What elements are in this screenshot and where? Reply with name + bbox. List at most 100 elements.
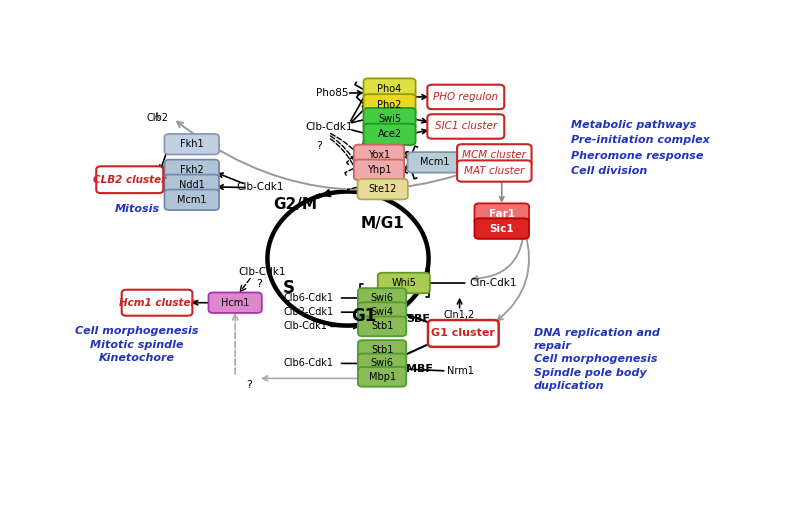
FancyBboxPatch shape (427, 114, 504, 139)
Text: Stb1: Stb1 (371, 345, 394, 355)
Text: Pre-initiation complex: Pre-initiation complex (571, 135, 710, 145)
Text: Ste12: Ste12 (369, 184, 397, 194)
FancyArrowPatch shape (414, 130, 426, 134)
Text: Clb-Cdk1: Clb-Cdk1 (283, 322, 327, 331)
Text: Sic1: Sic1 (490, 224, 514, 233)
FancyBboxPatch shape (358, 340, 406, 360)
Text: Swi6: Swi6 (370, 358, 394, 369)
Text: MAT cluster: MAT cluster (464, 166, 525, 176)
FancyArrowPatch shape (218, 173, 243, 183)
Text: repair: repair (534, 341, 572, 351)
FancyBboxPatch shape (358, 367, 406, 387)
FancyArrowPatch shape (164, 178, 169, 182)
Text: duplication: duplication (534, 380, 605, 391)
Text: Kinetochore: Kinetochore (99, 353, 175, 363)
Text: Yox1: Yox1 (368, 150, 390, 160)
FancyArrowPatch shape (473, 224, 524, 281)
FancyBboxPatch shape (457, 144, 531, 165)
Text: DNA replication and: DNA replication and (534, 329, 660, 338)
Text: Metabolic pathways: Metabolic pathways (571, 119, 697, 130)
FancyBboxPatch shape (427, 84, 504, 109)
Text: Swi4: Swi4 (370, 307, 394, 317)
Text: Whi5: Whi5 (391, 278, 416, 288)
Text: Cln-Cdk1: Cln-Cdk1 (470, 278, 517, 288)
Text: Swi5: Swi5 (378, 114, 401, 123)
FancyBboxPatch shape (363, 78, 415, 100)
FancyArrowPatch shape (454, 158, 459, 163)
Text: Far1: Far1 (489, 208, 514, 219)
FancyArrowPatch shape (160, 147, 169, 170)
Text: Pheromone response: Pheromone response (571, 151, 703, 161)
FancyArrowPatch shape (405, 314, 435, 325)
Text: Mitotic spindle: Mitotic spindle (90, 339, 184, 350)
Text: Clb6-Cdk1: Clb6-Cdk1 (283, 358, 334, 369)
Text: G1 cluster: G1 cluster (431, 329, 495, 338)
Text: G2/M: G2/M (274, 197, 318, 211)
FancyBboxPatch shape (122, 290, 192, 316)
FancyBboxPatch shape (363, 94, 415, 115)
Text: Mbp1: Mbp1 (369, 372, 396, 382)
Text: Clb2-Cdk1: Clb2-Cdk1 (283, 307, 334, 317)
Text: Nrm1: Nrm1 (447, 366, 474, 376)
Text: Cln1,2: Cln1,2 (444, 310, 475, 319)
Text: Hcm1: Hcm1 (221, 297, 250, 308)
FancyBboxPatch shape (358, 354, 406, 373)
FancyBboxPatch shape (358, 288, 406, 308)
FancyBboxPatch shape (428, 320, 498, 347)
FancyArrowPatch shape (177, 122, 477, 190)
Text: Mcm1: Mcm1 (177, 195, 206, 205)
Text: ?: ? (256, 279, 262, 289)
Text: MBF: MBF (406, 364, 433, 374)
Text: CLB2 cluster: CLB2 cluster (93, 175, 166, 185)
FancyArrowPatch shape (458, 300, 462, 308)
Text: M/G1: M/G1 (360, 216, 404, 230)
Text: Spindle pole body: Spindle pole body (534, 368, 646, 378)
Text: Yhp1: Yhp1 (366, 165, 391, 175)
FancyBboxPatch shape (457, 160, 531, 182)
FancyArrowPatch shape (155, 113, 159, 119)
Text: Ndd1: Ndd1 (179, 180, 205, 190)
FancyArrowPatch shape (218, 185, 245, 189)
FancyBboxPatch shape (363, 124, 415, 145)
Text: Cell morphogenesis: Cell morphogenesis (75, 326, 199, 336)
Text: S: S (283, 279, 295, 297)
Text: Clb2: Clb2 (146, 113, 168, 123)
FancyArrowPatch shape (414, 95, 426, 99)
FancyArrowPatch shape (194, 301, 210, 305)
Text: Cell morphogenesis: Cell morphogenesis (534, 354, 658, 365)
Text: Fkh2: Fkh2 (180, 165, 204, 175)
Text: Clb6-Cdk1: Clb6-Cdk1 (283, 293, 334, 303)
FancyArrowPatch shape (454, 161, 458, 166)
FancyBboxPatch shape (474, 203, 529, 224)
FancyBboxPatch shape (354, 160, 404, 180)
Text: Cell division: Cell division (571, 166, 647, 176)
FancyBboxPatch shape (96, 166, 163, 193)
FancyBboxPatch shape (363, 108, 415, 129)
Text: MCM cluster: MCM cluster (462, 150, 526, 160)
Text: Clb-Cdk1: Clb-Cdk1 (236, 182, 284, 192)
Text: PHO regulon: PHO regulon (434, 92, 498, 102)
Text: Stb1: Stb1 (371, 322, 394, 331)
FancyBboxPatch shape (378, 273, 430, 293)
Text: SIC1 cluster: SIC1 cluster (434, 121, 497, 132)
Text: Pho85: Pho85 (316, 88, 349, 98)
Text: Hcm1 cluster: Hcm1 cluster (118, 297, 195, 308)
FancyArrowPatch shape (414, 119, 426, 123)
FancyArrowPatch shape (331, 324, 358, 329)
FancyBboxPatch shape (358, 302, 406, 322)
FancyArrowPatch shape (324, 190, 330, 196)
Text: Ace2: Ace2 (378, 130, 402, 139)
FancyBboxPatch shape (165, 189, 219, 210)
Text: Mcm1: Mcm1 (420, 157, 450, 167)
FancyArrowPatch shape (499, 182, 504, 201)
FancyBboxPatch shape (165, 160, 219, 180)
Text: SBF: SBF (406, 314, 430, 324)
Text: Pho4: Pho4 (378, 84, 402, 94)
FancyArrowPatch shape (405, 341, 435, 355)
FancyBboxPatch shape (358, 316, 406, 336)
FancyBboxPatch shape (407, 152, 462, 173)
Text: Fkh1: Fkh1 (180, 139, 203, 149)
Text: Swi6: Swi6 (370, 293, 394, 303)
FancyBboxPatch shape (474, 218, 529, 239)
FancyArrowPatch shape (498, 231, 529, 321)
